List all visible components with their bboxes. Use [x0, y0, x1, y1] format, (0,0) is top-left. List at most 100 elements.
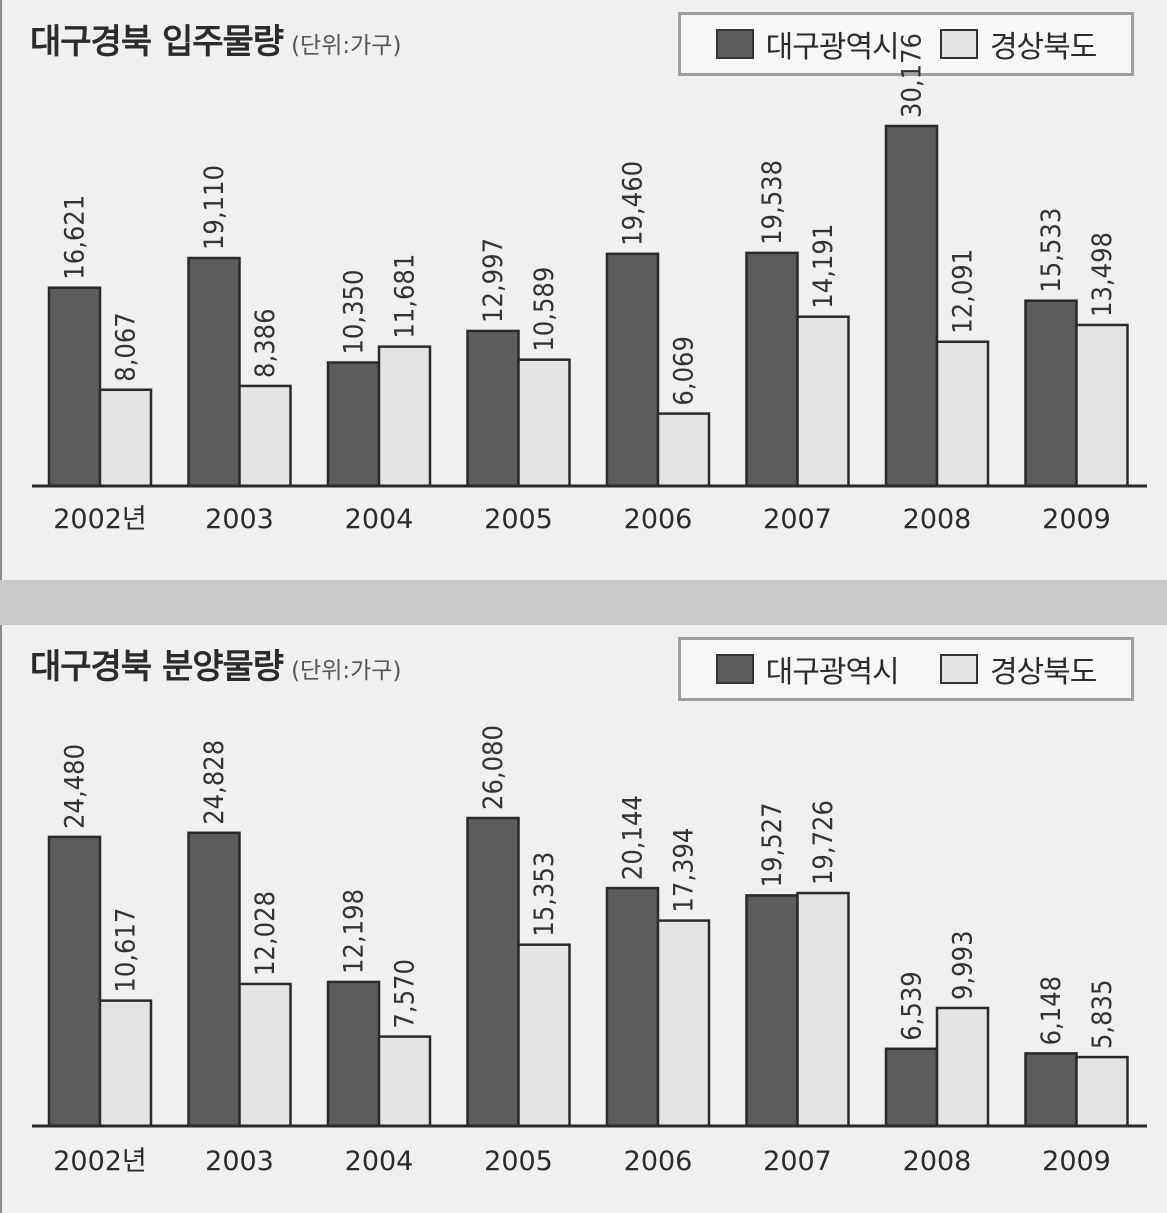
bar-gyeongbuk-6 [935, 1006, 990, 1128]
legend-label-daegu: 대구광역시 [765, 30, 900, 65]
x-tick-label-5: 2007 [763, 1146, 832, 1177]
value-label-daegu-4: 20,144 [618, 795, 649, 880]
value-label-daegu-4: 19,460 [618, 161, 649, 246]
legend: 대구광역시 경상북도 [678, 12, 1134, 76]
value-label-gyeongbuk-3: 10,589 [529, 267, 560, 352]
move-in-volume-panel: 대구경북 입주물량 (단위:가구) 대구광역시 경상북도 16,621 8,067 2… [0, 0, 1167, 580]
pre-sale-bar-chart: 24,480 10,617 2002년 24,828 12,028 2003 12,198 7… [32, 725, 1147, 1177]
value-label-daegu-1: 24,828 [199, 740, 230, 825]
bar-daegu-7 [1024, 1052, 1078, 1128]
chart-title: 대구경북 입주물량 (단위:가구) [30, 14, 401, 63]
value-label-gyeongbuk-1: 12,028 [250, 891, 281, 976]
x-tick-label-2: 2004 [345, 504, 414, 535]
x-tick-label-6: 2008 [903, 504, 972, 535]
bar-daegu-4 [605, 886, 660, 1128]
value-label-daegu-1: 19,110 [199, 165, 230, 250]
panel-separator [0, 580, 1167, 625]
x-tick-label-2: 2004 [345, 1146, 414, 1177]
x-tick-label-3: 2005 [484, 1146, 553, 1177]
x-tick-label-0: 2002년 [53, 1146, 147, 1177]
bar-daegu-5 [745, 894, 799, 1128]
bar-gyeongbuk-1 [238, 982, 292, 1128]
pre-sale-volume-panel: 대구경북 분양물량 (단위:가구) 대구광역시 경상북도 24,480 10,617… [0, 625, 1167, 1213]
chart-unit: (단위:가구) [291, 33, 402, 59]
bar-daegu-3 [466, 329, 520, 488]
x-tick-label-0: 2002년 [53, 504, 147, 535]
value-label-gyeongbuk-3: 15,353 [529, 852, 560, 937]
legend-item-daegu: 대구광역시 [715, 647, 900, 691]
x-tick-label-4: 2006 [624, 1146, 693, 1177]
bar-gyeongbuk-1 [238, 384, 292, 488]
value-label-gyeongbuk-2: 7,570 [390, 959, 421, 1029]
legend-swatch-gyeongbuk [939, 654, 978, 684]
value-label-gyeongbuk-7: 5,835 [1087, 980, 1118, 1050]
value-label-gyeongbuk-2: 11,681 [390, 254, 421, 339]
bar-gyeongbuk-2 [377, 1035, 432, 1128]
bar-gyeongbuk-4 [656, 919, 711, 1128]
bar-gyeongbuk-3 [517, 943, 571, 1128]
value-label-gyeongbuk-5: 19,726 [808, 800, 839, 885]
value-label-daegu-3: 12,997 [478, 238, 509, 323]
value-label-gyeongbuk-6: 9,993 [948, 930, 979, 1000]
bar-gyeongbuk-0 [98, 388, 153, 488]
value-label-daegu-0: 24,480 [60, 744, 91, 829]
value-label-daegu-5: 19,538 [757, 160, 788, 245]
value-label-daegu-2: 10,350 [339, 270, 370, 355]
bar-daegu-1 [187, 831, 241, 1128]
value-label-daegu-2: 12,198 [339, 889, 370, 974]
value-label-gyeongbuk-0: 8,067 [111, 312, 142, 382]
legend-item-gyeongbuk: 경상북도 [939, 22, 1097, 66]
value-label-daegu-7: 15,533 [1036, 208, 1067, 293]
bar-daegu-0 [47, 835, 102, 1128]
bar-daegu-0 [47, 286, 102, 488]
bar-gyeongbuk-4 [656, 412, 711, 488]
legend-item-gyeongbuk: 경상북도 [939, 647, 1097, 691]
bar-gyeongbuk-7 [1075, 323, 1129, 488]
value-label-gyeongbuk-4: 6,069 [669, 336, 700, 406]
bar-daegu-5 [745, 251, 799, 488]
legend-label-daegu: 대구광역시 [765, 655, 900, 690]
bar-daegu-6 [884, 1047, 939, 1128]
value-label-daegu-6: 30,176 [897, 33, 928, 118]
bar-daegu-4 [605, 252, 660, 488]
bar-gyeongbuk-3 [517, 358, 571, 488]
value-label-daegu-3: 26,080 [478, 725, 509, 810]
x-tick-label-1: 2003 [205, 504, 274, 535]
x-tick-label-7: 2009 [1042, 504, 1111, 535]
value-label-gyeongbuk-1: 8,386 [250, 308, 281, 378]
bar-gyeongbuk-0 [98, 999, 153, 1128]
value-label-daegu-7: 6,148 [1036, 976, 1067, 1046]
value-label-daegu-6: 6,539 [897, 971, 928, 1041]
legend-swatch-daegu [715, 29, 754, 59]
bar-daegu-7 [1024, 299, 1078, 488]
bar-gyeongbuk-5 [796, 315, 850, 488]
value-label-gyeongbuk-5: 14,191 [808, 224, 839, 309]
legend-label-gyeongbuk: 경상북도 [989, 30, 1097, 65]
chart-unit: (단위:가구) [291, 658, 402, 684]
move-in-bar-chart: 16,621 8,067 2002년 19,110 8,386 2003 10,350 11,… [32, 33, 1147, 535]
bar-daegu-2 [326, 980, 381, 1128]
bar-daegu-6 [884, 124, 939, 488]
value-label-gyeongbuk-4: 17,394 [669, 828, 700, 913]
legend-swatch-gyeongbuk [939, 29, 978, 59]
legend-swatch-daegu [715, 654, 754, 684]
value-label-gyeongbuk-7: 13,498 [1087, 232, 1118, 317]
legend: 대구광역시 경상북도 [678, 637, 1134, 701]
bar-daegu-2 [326, 361, 381, 488]
x-tick-label-6: 2008 [903, 1146, 972, 1177]
x-tick-label-7: 2009 [1042, 1146, 1111, 1177]
chart-title: 대구경북 분양물량 (단위:가구) [30, 639, 401, 688]
x-tick-label-4: 2006 [624, 504, 693, 535]
bar-gyeongbuk-6 [935, 340, 990, 488]
value-label-daegu-5: 19,527 [757, 802, 788, 887]
x-tick-label-1: 2003 [205, 1146, 274, 1177]
bar-gyeongbuk-7 [1075, 1055, 1129, 1128]
legend-item-daegu: 대구광역시 [715, 22, 900, 66]
value-label-gyeongbuk-6: 12,091 [948, 249, 979, 334]
chart-title-text: 대구경북 분양물량 [30, 647, 284, 687]
value-label-daegu-0: 16,621 [60, 195, 91, 280]
chart-title-text: 대구경북 입주물량 [30, 22, 284, 62]
bar-gyeongbuk-5 [796, 891, 850, 1128]
bar-daegu-3 [466, 816, 520, 1128]
x-tick-label-5: 2007 [763, 504, 832, 535]
